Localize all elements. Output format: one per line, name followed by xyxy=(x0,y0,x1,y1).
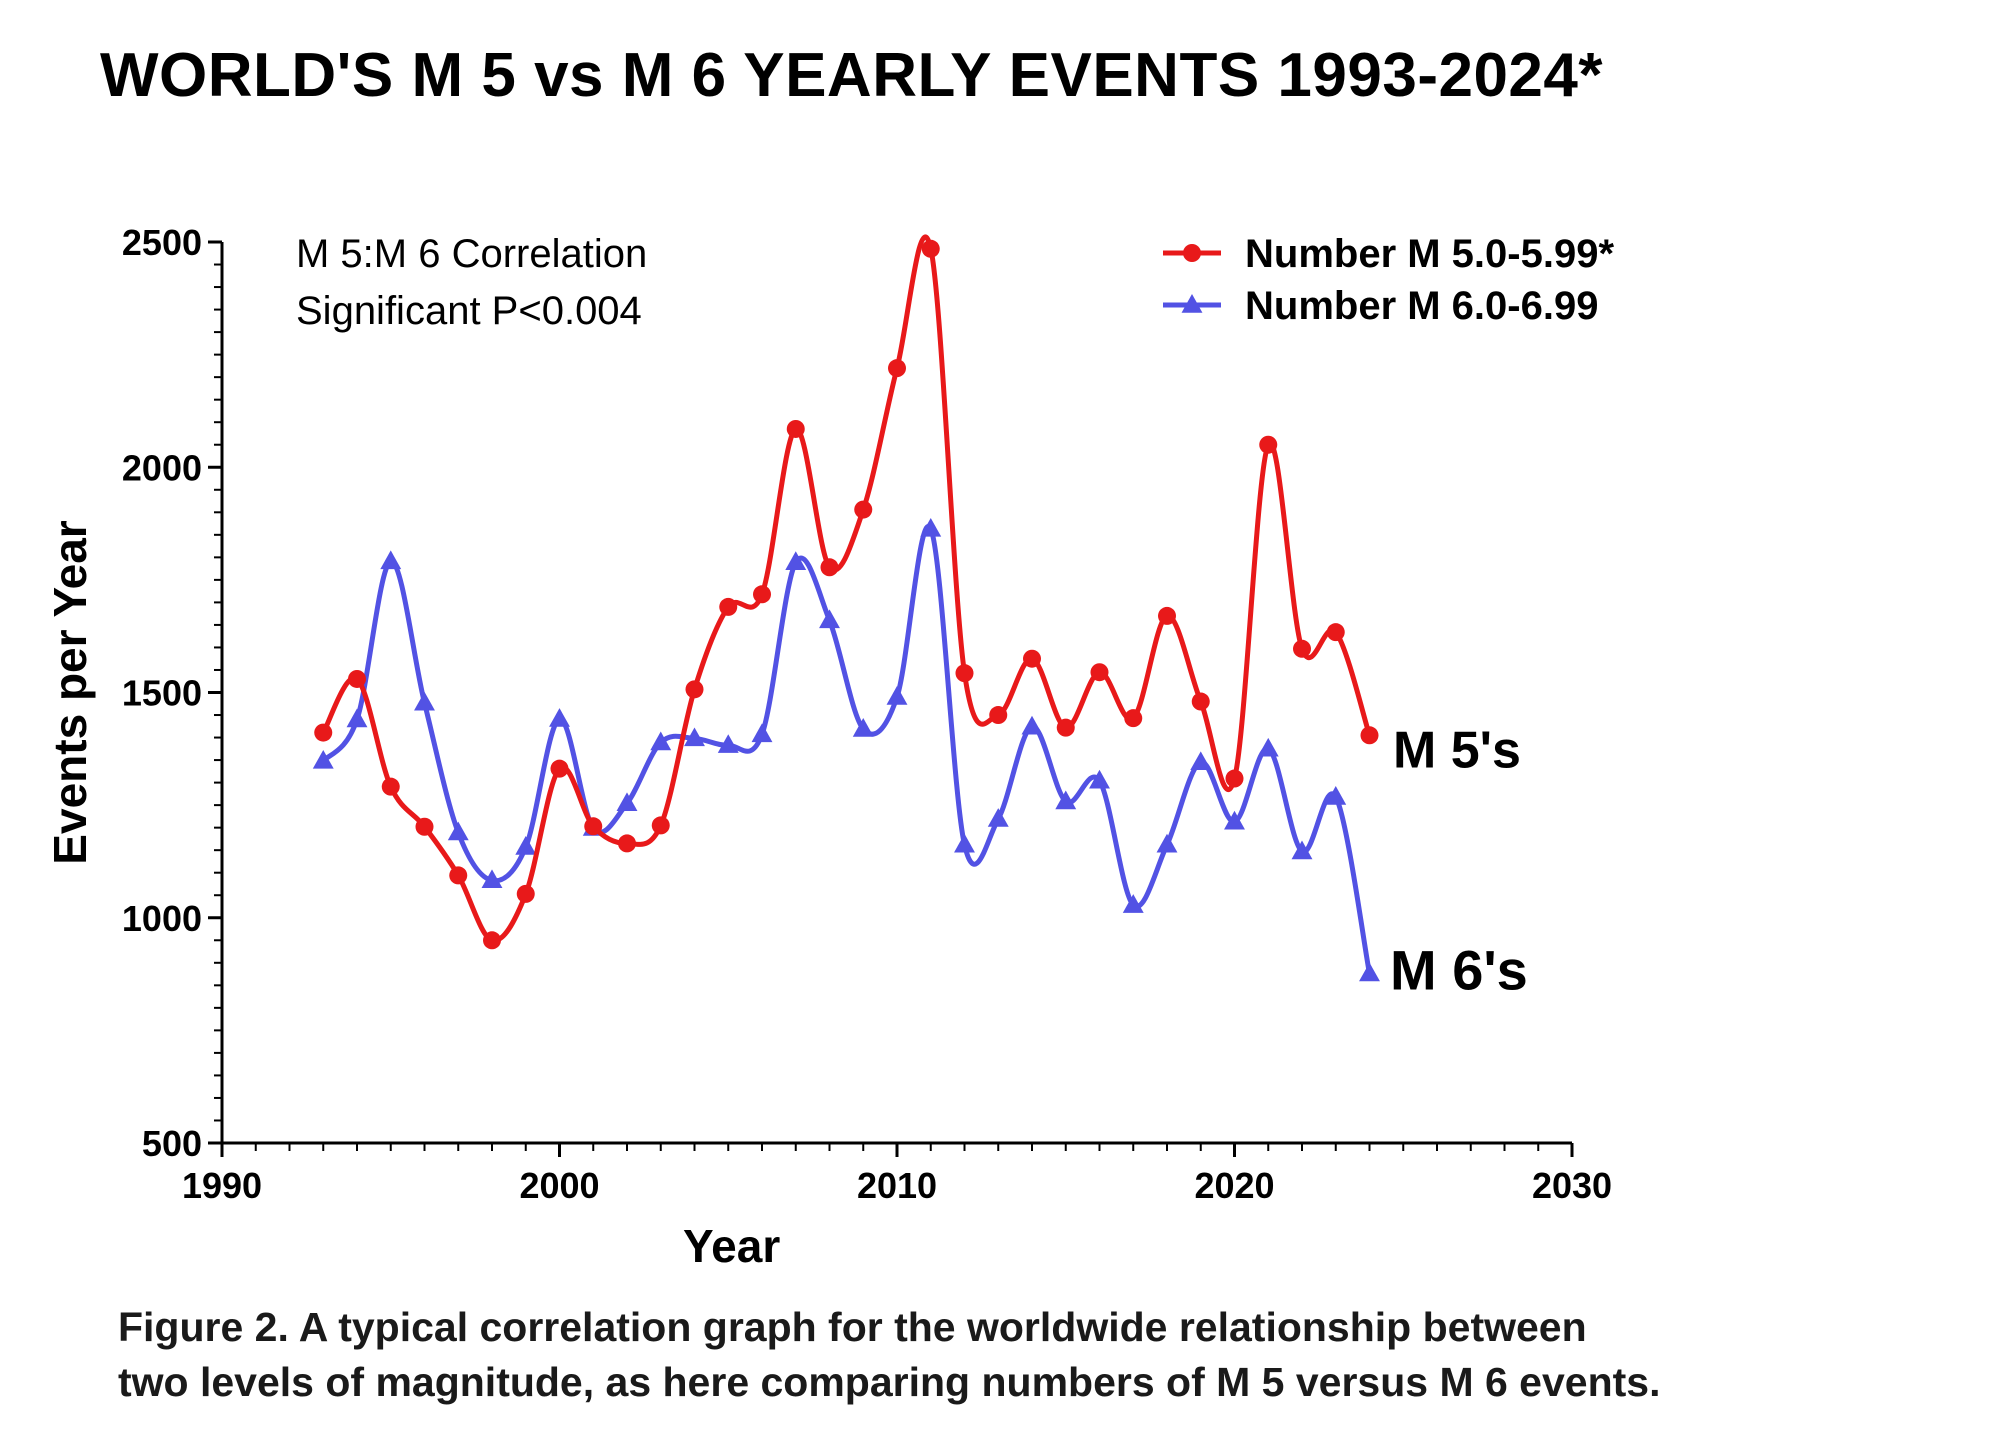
caption-line-2: two levels of magnitude, as here compari… xyxy=(118,1359,1661,1405)
caption-line-1: Figure 2. A typical correlation graph fo… xyxy=(118,1304,1587,1350)
data-point xyxy=(549,708,570,727)
data-point xyxy=(584,817,603,836)
data-point xyxy=(684,727,705,747)
data-point xyxy=(819,609,840,629)
data-point xyxy=(314,723,333,742)
y-axis-label: Events per Year xyxy=(44,520,96,864)
data-point xyxy=(1089,769,1110,789)
data-point xyxy=(348,669,366,688)
data-point xyxy=(989,706,1008,725)
data-point xyxy=(1056,718,1075,737)
data-point xyxy=(312,749,334,769)
data-point xyxy=(346,708,368,728)
data-point xyxy=(1124,709,1143,728)
chart-title: WORLD'S M 5 vs M 6 YEARLY EVENTS 1993-20… xyxy=(100,41,1604,110)
data-point xyxy=(415,817,434,836)
data-point xyxy=(1090,663,1109,682)
chart-svg: 500 1000 1500 2000 2500 1990 2000 2010 2020 2030… xyxy=(44,222,1614,1272)
data-point xyxy=(550,759,569,778)
data-point xyxy=(785,551,807,571)
data-point xyxy=(1122,894,1144,913)
data-point xyxy=(1156,833,1178,853)
data-point xyxy=(1023,649,1041,668)
data-point xyxy=(719,597,738,616)
data-point xyxy=(820,558,839,577)
data-point xyxy=(414,691,435,711)
y-ticks: 500 1000 1500 2000 2500 xyxy=(122,222,222,1164)
data-point xyxy=(920,517,942,537)
axes: 500 1000 1500 2000 2500 1990 2000 2010 2020 2030 xyxy=(122,222,1612,1206)
y-tick-label: 1500 xyxy=(122,673,202,714)
data-point xyxy=(1325,786,1347,805)
data-point xyxy=(954,833,975,853)
x-ticks: 1990 2000 2010 2020 2030 xyxy=(182,1143,1612,1206)
data-point xyxy=(753,585,771,604)
data-point xyxy=(516,884,535,903)
legend-item-m5: Number M 5.0-5.99* xyxy=(1163,232,1614,276)
data-point xyxy=(717,734,739,753)
x-tick-label: 2010 xyxy=(857,1165,937,1206)
data-point xyxy=(1224,810,1245,830)
data-point xyxy=(651,816,670,835)
data-point xyxy=(888,359,906,378)
series-m6 xyxy=(312,517,1380,982)
data-point xyxy=(886,686,908,705)
data-point xyxy=(852,717,874,737)
x-tick-label: 2030 xyxy=(1532,1165,1612,1206)
x-tick-label: 1990 xyxy=(182,1165,262,1206)
data-point xyxy=(921,239,940,258)
series-line xyxy=(321,234,1372,943)
data-point xyxy=(854,500,873,519)
data-point xyxy=(1291,840,1313,860)
data-point xyxy=(1259,435,1278,454)
x-axis-label: Year xyxy=(683,1220,780,1272)
x-tick-label: 2000 xyxy=(519,1165,599,1206)
data-point xyxy=(1191,692,1210,711)
data-point xyxy=(381,777,400,796)
data-point xyxy=(955,664,974,683)
data-point xyxy=(1360,726,1379,745)
data-point xyxy=(449,866,468,885)
x-tick-label: 2020 xyxy=(1194,1165,1274,1206)
data-point xyxy=(481,869,503,889)
legend-label-m6: Number M 6.0-6.99 xyxy=(1245,284,1598,328)
data-point xyxy=(987,808,1009,827)
data-point xyxy=(1359,962,1380,982)
y-tick-label: 2000 xyxy=(122,447,202,488)
data-point xyxy=(1190,751,1212,771)
legend-marker-m5 xyxy=(1183,244,1201,262)
legend-label-m5: Number M 5.0-5.99* xyxy=(1245,232,1614,276)
data-point xyxy=(515,836,537,855)
data-point xyxy=(1326,623,1345,642)
y-tick-label: 2500 xyxy=(122,222,202,263)
legend-marker-m6 xyxy=(1181,294,1203,313)
data-point xyxy=(616,792,638,812)
data-point xyxy=(618,834,636,853)
data-point xyxy=(751,723,773,743)
series-m5 xyxy=(314,234,1379,950)
data-point xyxy=(786,419,805,438)
figure-caption: Figure 2. A typical correlation graph fo… xyxy=(118,1300,1978,1410)
y-tick-label: 1000 xyxy=(122,898,202,939)
data-point xyxy=(447,821,469,841)
legend-item-m6: Number M 6.0-6.99 xyxy=(1163,284,1598,328)
data-point xyxy=(1225,769,1244,788)
data-point xyxy=(380,550,402,570)
y-tick-label: 500 xyxy=(142,1123,202,1164)
end-label-m6: M 6's xyxy=(1390,939,1528,1002)
data-point xyxy=(685,680,704,699)
data-point xyxy=(1257,737,1279,757)
legend: Number M 5.0-5.99* Number M 6.0-6.99 xyxy=(1163,232,1614,328)
series-layer xyxy=(312,234,1380,982)
data-point xyxy=(1158,606,1176,625)
data-point xyxy=(1293,639,1311,658)
correlation-annotation-line2: Significant P<0.004 xyxy=(296,289,642,333)
data-point xyxy=(1055,790,1077,810)
correlation-annotation-line1: M 5:M 6 Correlation xyxy=(296,232,647,276)
data-point xyxy=(650,731,672,751)
data-point xyxy=(1021,715,1043,735)
end-label-m5: M 5's xyxy=(1393,721,1521,779)
data-point xyxy=(483,931,501,950)
